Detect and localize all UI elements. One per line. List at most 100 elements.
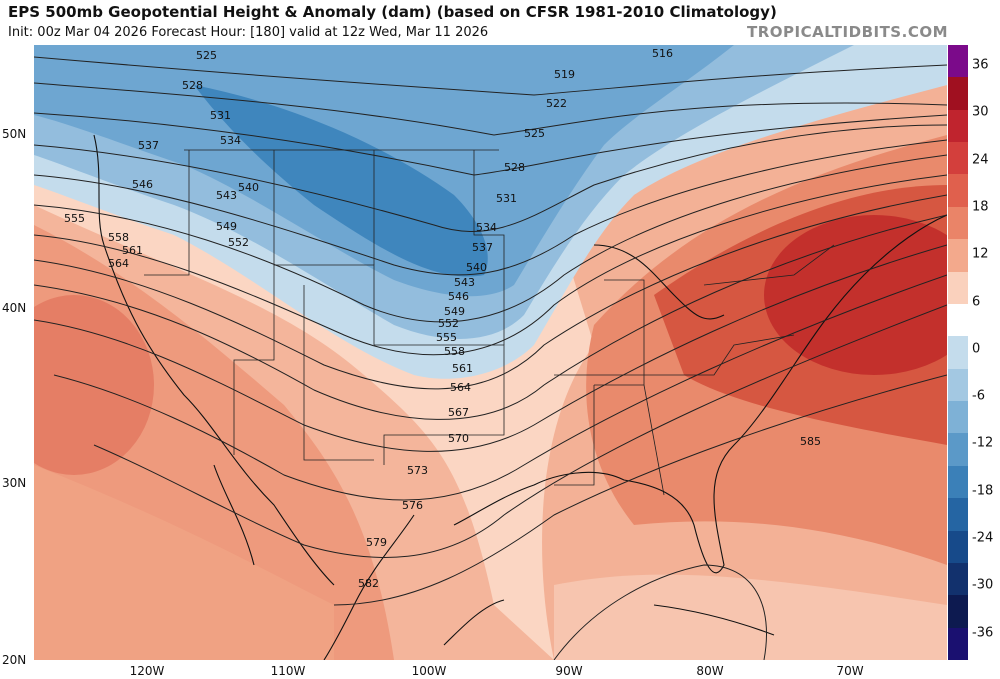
colorbar-tick-label: -24 bbox=[972, 530, 994, 546]
contour-label: 537 bbox=[138, 139, 159, 152]
colorbar-segment bbox=[948, 45, 968, 78]
contour-path-564 bbox=[34, 214, 947, 420]
anomaly-map-svg: 516 519 522 525 525 528 528 531 531 534 … bbox=[34, 45, 947, 660]
colorbar-tick-label: 24 bbox=[972, 152, 989, 168]
contour-label: 516 bbox=[652, 47, 673, 60]
contour-path-516 bbox=[34, 56, 947, 96]
lon-label: 70W bbox=[836, 664, 864, 678]
colorbar-segment bbox=[948, 109, 968, 143]
colorbar-segment bbox=[948, 562, 968, 596]
colorbar-tick-label: 0 bbox=[972, 341, 981, 357]
lon-label: 100W bbox=[411, 664, 447, 678]
colorbar-tick-label: -18 bbox=[972, 483, 994, 499]
contour-label: 561 bbox=[122, 244, 143, 257]
colorbar-tick-label: -6 bbox=[972, 388, 985, 404]
lat-label: 30N bbox=[2, 476, 27, 490]
political-borders bbox=[144, 149, 835, 496]
contour-label: 525 bbox=[196, 49, 217, 62]
colorbar-segment bbox=[948, 368, 968, 402]
contour-label: 534 bbox=[220, 134, 241, 147]
contour-label: 528 bbox=[504, 161, 525, 174]
positive-anomaly-region-gulf bbox=[554, 574, 947, 660]
lon-label: 90W bbox=[555, 664, 583, 678]
contour-path-552 bbox=[34, 174, 947, 356]
lat-label: 40N bbox=[2, 301, 27, 315]
map-title: EPS 500mb Geopotential Height & Anomaly … bbox=[8, 3, 777, 21]
colorbar-segment bbox=[948, 401, 968, 434]
colorbar-tick-label: -12 bbox=[972, 435, 994, 451]
positive-anomaly-core-pacific bbox=[34, 295, 154, 475]
colorbar-tick-label: 18 bbox=[972, 199, 989, 215]
contour-path-558 bbox=[34, 194, 947, 390]
colorbar-segment bbox=[948, 142, 968, 175]
contour-label: 531 bbox=[210, 109, 231, 122]
contour-label: 567 bbox=[448, 406, 469, 419]
colorbar-segment bbox=[948, 77, 968, 111]
contour-label: 564 bbox=[108, 257, 129, 270]
colorbar-segment bbox=[948, 174, 968, 208]
lat-label: 20N bbox=[2, 653, 27, 667]
contour-path-522 bbox=[34, 82, 947, 136]
contour-label: 555 bbox=[64, 212, 85, 225]
contour-path-546 bbox=[34, 154, 947, 323]
colorbar-segment bbox=[948, 530, 968, 564]
contour-label: 585 bbox=[800, 435, 821, 448]
contour-label: 540 bbox=[466, 261, 487, 274]
contour-label: 543 bbox=[216, 189, 237, 202]
contour-label: 546 bbox=[448, 290, 469, 303]
contour-label: 543 bbox=[454, 276, 475, 289]
colorbar-tick-label: 30 bbox=[972, 104, 989, 120]
contour-label: 546 bbox=[132, 178, 153, 191]
contour-label: 558 bbox=[444, 345, 465, 358]
colorbar-segment bbox=[948, 271, 968, 305]
colorbar-segment bbox=[948, 595, 968, 629]
positive-anomaly-region-south bbox=[34, 465, 334, 660]
contour-path-588 bbox=[553, 564, 767, 660]
contour-label: 549 bbox=[444, 305, 465, 318]
contour-path-534 bbox=[34, 124, 947, 232]
height-contours bbox=[34, 56, 947, 660]
colorbar-tick-label: -30 bbox=[972, 577, 994, 593]
contour-label: 522 bbox=[546, 97, 567, 110]
lon-label: 80W bbox=[696, 664, 724, 678]
colorbar-segment bbox=[948, 336, 968, 370]
colorbar-segment bbox=[948, 206, 968, 240]
contour-label: 564 bbox=[450, 381, 471, 394]
contour-path-528 bbox=[34, 112, 947, 176]
contour-label: 531 bbox=[496, 192, 517, 205]
coastlines bbox=[93, 134, 947, 660]
contour-path-576 bbox=[53, 274, 947, 501]
contour-label: 525 bbox=[524, 127, 545, 140]
colorbar-tick-label: 36 bbox=[972, 57, 989, 73]
lat-label: 50N bbox=[2, 127, 27, 141]
negative-anomaly-core bbox=[194, 85, 488, 277]
colorbar-tick-label: 12 bbox=[972, 246, 989, 262]
contour-label: 582 bbox=[358, 577, 379, 590]
contour-label: 528 bbox=[182, 79, 203, 92]
contour-label: 558 bbox=[108, 231, 129, 244]
contour-label: 537 bbox=[472, 241, 493, 254]
colorbar-segment bbox=[948, 433, 968, 467]
anomaly-colorbar bbox=[948, 45, 968, 661]
colorbar-segment bbox=[948, 303, 968, 337]
contour-label: 573 bbox=[407, 464, 428, 477]
contour-label: 579 bbox=[366, 536, 387, 549]
contour-label: 552 bbox=[228, 236, 249, 249]
contour-label: 570 bbox=[448, 432, 469, 445]
contour-path-582 bbox=[93, 304, 947, 558]
contour-label: 552 bbox=[438, 317, 459, 330]
contour-label: 534 bbox=[476, 221, 497, 234]
contour-path-540 bbox=[34, 139, 947, 276]
contour-label: 519 bbox=[554, 68, 575, 81]
colorbar-segment bbox=[948, 627, 968, 661]
contour-path-585 bbox=[333, 374, 947, 606]
contour-label: 576 bbox=[402, 499, 423, 512]
colorbar-segment bbox=[948, 498, 968, 532]
contour-label-group: 516 519 522 525 525 528 528 531 531 534 … bbox=[64, 47, 821, 590]
brand-watermark: TROPICALTIDBITS.COM bbox=[747, 23, 948, 41]
lon-label: 120W bbox=[129, 664, 165, 678]
contour-label: 555 bbox=[436, 331, 457, 344]
colorbar-tick-label: -36 bbox=[972, 625, 994, 641]
lon-label: 110W bbox=[270, 664, 306, 678]
colorbar-tick-label: 6 bbox=[972, 294, 981, 309]
